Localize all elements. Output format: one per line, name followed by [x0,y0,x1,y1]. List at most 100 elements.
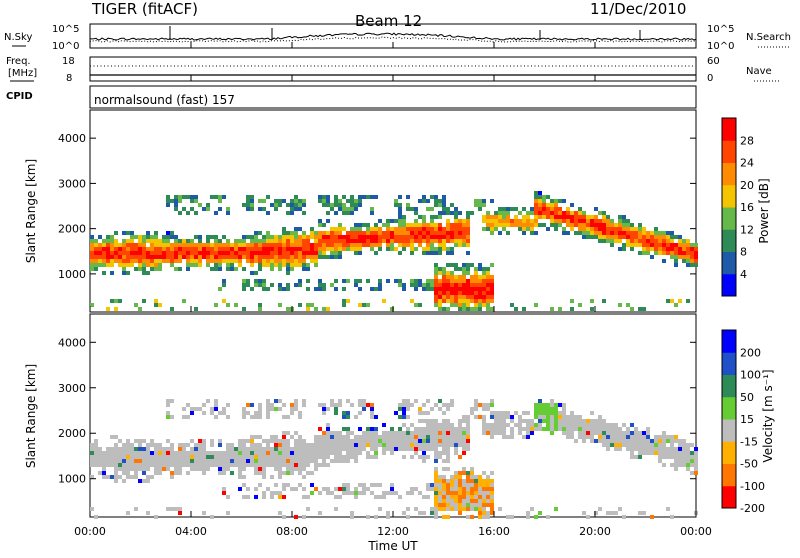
power-pixel [182,251,186,255]
power-pixel [282,287,286,291]
power-pixel [166,195,170,199]
velocity-pixel [366,403,370,407]
velocity-pixel [362,487,366,491]
power-pixel [206,251,210,255]
power-pixel [558,223,562,227]
power-pixel [178,243,182,247]
power-pixel [126,243,130,247]
power-pixel [466,291,470,295]
velocity-pixel [542,415,546,419]
velocity-pixel [538,407,542,411]
velocity-pixel [594,427,598,431]
velocity-pixel [238,463,242,467]
power-pixel [250,263,254,267]
velocity-pixel [146,463,150,467]
power-pixel [358,303,362,307]
velocity-pixel [190,439,194,443]
velocity-pixel [382,439,386,443]
power-pixel [406,207,410,211]
power-pixel [134,267,138,271]
power-pixel [334,195,338,199]
power-pixel [422,239,426,243]
power-pixel [422,283,426,287]
power-pixel [270,259,274,263]
velocity-pixel [318,403,322,407]
power-pixel [290,243,294,247]
velocity-pixel [470,483,474,487]
velocity-pixel [246,451,250,455]
power-pixel [558,219,562,223]
velocity-pixel [142,479,146,483]
power-pixel [634,243,638,247]
power-pixel [442,267,446,271]
power-pixel [462,227,466,231]
power-pixel [314,287,318,291]
power-pixel [442,307,446,311]
velocity-pixel [138,447,142,451]
power-pixel [654,243,658,247]
power-pixel [430,243,434,247]
power-pixel [274,255,278,259]
power-pixel [694,247,698,251]
power-pixel [490,199,494,203]
velocity-pixel [194,459,198,463]
velocity-pixel [198,451,202,455]
velocity-pixel [546,407,550,411]
velocity-pixel [410,403,414,407]
velocity-pixel [378,443,382,447]
power-pixel [438,299,442,303]
power-pixel [262,287,266,291]
y-tick-label: 2000 [58,223,86,236]
velocity-pixel [414,507,418,511]
power-pixel [662,243,666,247]
power-pixel [670,235,674,239]
velocity-pixel [386,435,390,439]
velocity-pixel [626,435,630,439]
velocity-pixel [490,423,494,427]
velocity-pixel [458,471,462,475]
velocity-pixel [482,507,486,511]
velocity-pixel [94,515,98,519]
velocity-pixel [110,475,114,479]
velocity-pixel [498,431,502,435]
power-pixel [358,235,362,239]
velocity-pixel [178,451,182,455]
power-pixel [402,215,406,219]
velocity-pixel [450,427,454,431]
power-pixel [474,271,478,275]
velocity-ylabel: Slant Range [km] [24,364,38,468]
velocity-pixel [690,471,694,475]
power-pixel [322,243,326,247]
velocity-pixel [206,459,210,463]
velocity-pixel [662,431,666,435]
power-pixel [350,203,354,207]
velocity-pixel [530,419,534,423]
power-pixel [194,243,198,247]
velocity-pixel [290,471,294,475]
velocity-pixel [166,507,170,511]
velocity-pixel [374,427,378,431]
velocity-pixel [362,431,366,435]
velocity-pixel [546,419,550,423]
power-pixel [430,223,434,227]
velocity-pixel [134,455,138,459]
velocity-pixel [142,455,146,459]
velocity-pixel [478,503,482,507]
power-pixel [418,223,422,227]
velocity-pixel [230,463,234,467]
velocity-pixel [434,439,438,443]
velocity-pixel [422,403,426,407]
power-pixel [234,243,238,247]
power-pixel [334,287,338,291]
noise-tick-top-right: 10^5 [707,24,734,35]
y-tick-label: 3000 [58,382,86,395]
power-pixel [462,223,466,227]
velocity-pixel [490,471,494,475]
power-pixel [546,215,550,219]
velocity-pixel [402,511,406,515]
power-pixel [354,231,358,235]
velocity-pixel [290,467,294,471]
velocity-pixel [230,447,234,451]
power-pixel [470,275,474,279]
velocity-pixel [550,415,554,419]
